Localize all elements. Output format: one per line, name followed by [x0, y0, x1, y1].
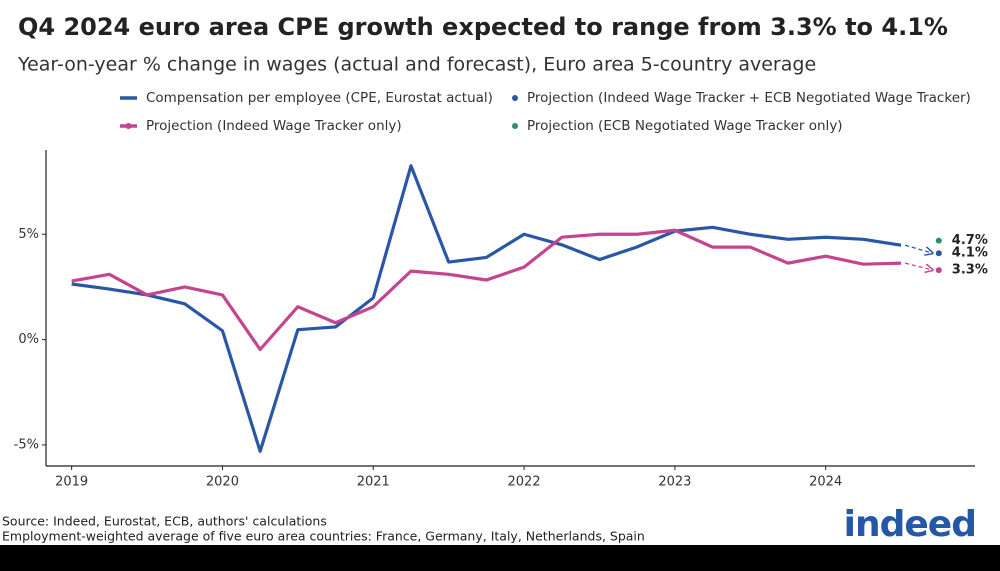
y-tick-label: 5%: [18, 227, 39, 242]
value-label: 4.7%: [952, 233, 988, 248]
bottom-bar: [0, 545, 1000, 571]
legend-label: Compensation per employee (CPE, Eurostat…: [146, 90, 493, 106]
legend-label: Projection (Indeed Wage Tracker + ECB Ne…: [527, 90, 971, 106]
value-label: 4.1%: [952, 246, 988, 261]
series-line: [71, 164, 902, 453]
projection-point: [935, 237, 942, 244]
projection-arrow: [904, 244, 933, 253]
legend-swatch: [512, 123, 518, 129]
x-tick-label: 2023: [658, 475, 691, 490]
y-tick-label: -5%: [14, 437, 39, 452]
legend-swatch: [125, 123, 132, 129]
source: Source: Indeed, Eurostat, ECB, authors' …: [2, 514, 327, 529]
legend-label: Projection (ECB Negotiated Wage Tracker …: [527, 118, 843, 134]
note: Employment-weighted average of five euro…: [2, 529, 645, 544]
series-line: [71, 228, 902, 352]
projection-point: [935, 267, 942, 274]
x-tick-label: 2021: [357, 475, 390, 490]
x-tick-label: 2022: [508, 475, 541, 490]
value-label: 3.3%: [952, 263, 988, 278]
x-tick-label: 2019: [55, 475, 88, 490]
x-tick-label: 2024: [809, 475, 842, 490]
legend-label: Projection (Indeed Wage Tracker only): [146, 118, 402, 134]
logo: indeed: [844, 504, 976, 545]
projection-point: [935, 250, 942, 257]
y-tick-label: 0%: [18, 332, 39, 347]
chart-subtitle: Year-on-year % change in wages (actual a…: [17, 54, 816, 76]
chart-title: Q4 2024 euro area CPE growth expected to…: [18, 13, 948, 41]
projection-arrow: [904, 262, 933, 270]
x-tick-label: 2020: [206, 475, 239, 490]
legend-swatch: [512, 95, 518, 101]
